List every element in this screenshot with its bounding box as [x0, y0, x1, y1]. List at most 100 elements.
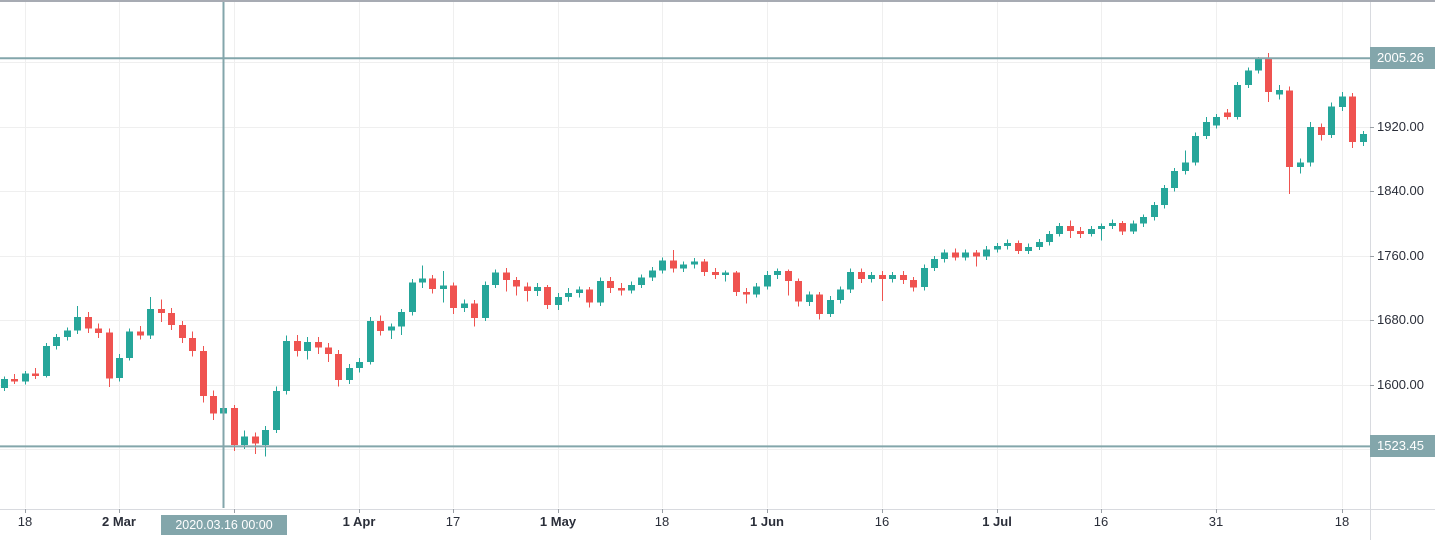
candle[interactable] [43, 342, 50, 378]
candle[interactable] [576, 286, 583, 298]
candle[interactable] [638, 274, 645, 288]
candle[interactable] [1286, 86, 1293, 194]
candle[interactable] [1360, 130, 1367, 147]
candle[interactable] [1067, 220, 1074, 239]
candle[interactable] [147, 296, 154, 339]
candle[interactable] [701, 259, 708, 276]
candle[interactable] [492, 269, 499, 289]
candle[interactable] [1203, 117, 1210, 139]
candle[interactable] [168, 308, 175, 330]
candle[interactable] [941, 249, 948, 263]
candle[interactable] [1025, 243, 1032, 255]
candle[interactable] [659, 257, 666, 274]
candle[interactable] [586, 287, 593, 308]
candle[interactable] [1182, 150, 1189, 175]
candle[interactable] [315, 337, 322, 355]
candle[interactable] [64, 327, 71, 341]
candle[interactable] [555, 292, 562, 310]
candle[interactable] [1004, 239, 1011, 250]
candle[interactable] [388, 323, 395, 339]
candle[interactable] [252, 432, 259, 454]
candle[interactable] [1151, 201, 1158, 221]
candle[interactable] [743, 288, 750, 304]
candle[interactable] [503, 267, 510, 292]
candle[interactable] [962, 249, 969, 261]
candle[interactable] [367, 317, 374, 365]
candle[interactable] [200, 346, 207, 403]
time-axis[interactable] [0, 509, 1435, 540]
candle[interactable] [116, 354, 123, 382]
candle[interactable] [1234, 81, 1241, 120]
candle[interactable] [753, 283, 760, 298]
candle[interactable] [1088, 226, 1095, 237]
candle[interactable] [74, 305, 81, 334]
candle[interactable] [1349, 93, 1356, 148]
candle[interactable] [1224, 109, 1231, 120]
candle[interactable] [419, 265, 426, 289]
candle[interactable] [994, 242, 1001, 253]
candle[interactable] [847, 268, 854, 293]
candle[interactable] [565, 288, 572, 302]
candle[interactable] [335, 350, 342, 387]
candle[interactable] [1297, 158, 1304, 174]
candle[interactable] [868, 271, 875, 283]
candle[interactable] [85, 312, 92, 334]
candle[interactable] [304, 337, 311, 360]
candle[interactable] [691, 258, 698, 269]
candle[interactable] [471, 300, 478, 327]
candle[interactable] [1015, 240, 1022, 255]
candle[interactable] [461, 299, 468, 313]
candle[interactable] [356, 358, 363, 373]
candle[interactable] [816, 292, 823, 320]
candle[interactable] [680, 261, 687, 272]
candle[interactable] [806, 291, 813, 306]
candle[interactable] [785, 269, 792, 296]
candle[interactable] [1098, 223, 1105, 241]
candle[interactable] [377, 315, 384, 336]
candle[interactable] [283, 335, 290, 395]
candle[interactable] [628, 281, 635, 294]
candle[interactable] [618, 283, 625, 296]
candle[interactable] [1036, 238, 1043, 251]
candle[interactable] [544, 284, 551, 309]
candle[interactable] [158, 299, 165, 322]
candle[interactable] [1119, 221, 1126, 235]
price-plot-canvas[interactable] [0, 0, 1370, 540]
candle[interactable] [764, 271, 771, 290]
candle[interactable] [858, 268, 865, 284]
candle[interactable] [440, 271, 447, 303]
candle[interactable] [398, 309, 405, 335]
candle[interactable] [1276, 85, 1283, 100]
candle[interactable] [231, 404, 238, 451]
candle[interactable] [1161, 184, 1168, 209]
candle[interactable] [524, 282, 531, 302]
candle[interactable] [1109, 219, 1116, 230]
candle[interactable] [597, 277, 604, 306]
candle[interactable] [1245, 67, 1252, 89]
candle[interactable] [346, 363, 353, 384]
candle[interactable] [670, 250, 677, 273]
price-axis[interactable] [1370, 2, 1435, 540]
candle[interactable] [95, 323, 102, 339]
candle[interactable] [1046, 230, 1053, 246]
candle[interactable] [983, 246, 990, 260]
candle[interactable] [1192, 132, 1199, 166]
candle[interactable] [126, 328, 133, 361]
candle[interactable] [795, 278, 802, 307]
candle[interactable] [1, 376, 8, 392]
candle[interactable] [879, 271, 886, 301]
candle[interactable] [262, 425, 269, 457]
candle[interactable] [513, 276, 520, 296]
candle[interactable] [179, 321, 186, 343]
candle[interactable] [53, 334, 60, 350]
candle[interactable] [774, 268, 781, 280]
candle[interactable] [1140, 214, 1147, 227]
candle[interactable] [1171, 168, 1178, 192]
candle[interactable] [649, 267, 656, 281]
candle[interactable] [931, 255, 938, 272]
candle[interactable] [952, 248, 959, 261]
candle[interactable] [722, 270, 729, 282]
candle[interactable] [429, 275, 436, 294]
candle[interactable] [733, 271, 740, 297]
candle[interactable] [1339, 92, 1346, 111]
